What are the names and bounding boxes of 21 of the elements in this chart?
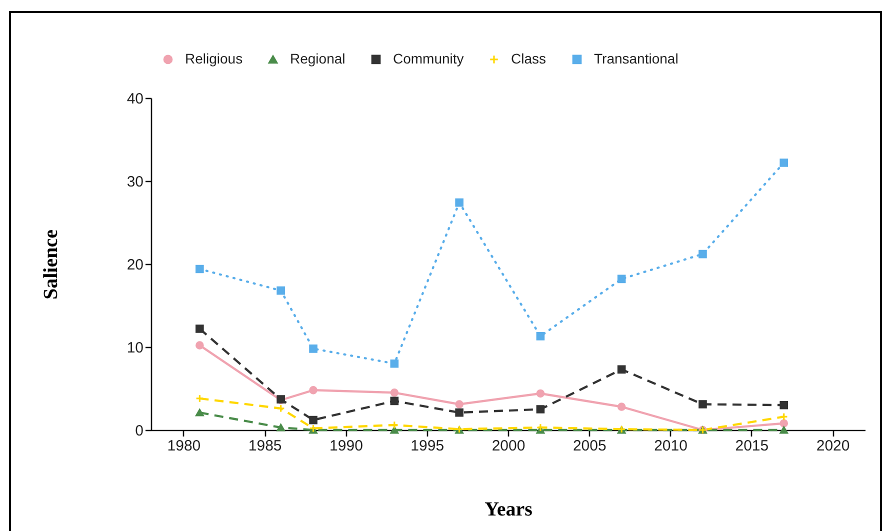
x-tick-label: 1980 [167, 438, 201, 454]
y-axis-title: Salience [40, 229, 62, 300]
y-tick-label: 40 [126, 90, 144, 108]
x-tick-label: 1995 [410, 438, 444, 454]
x-tick-label: 2015 [735, 438, 769, 454]
legend-label: Religious [185, 50, 243, 66]
legend-label: Class [511, 50, 546, 66]
x-tick-label: 2020 [816, 438, 850, 454]
x-axis-title: Years [484, 498, 533, 520]
x-tick-label: 1990 [330, 438, 363, 454]
x-tick-label: 2010 [654, 438, 688, 454]
legend-label: Regional [290, 50, 346, 66]
legend-label: Community [393, 50, 464, 66]
y-tick-label: 10 [126, 340, 144, 356]
x-tick-label: 2000 [492, 438, 526, 454]
y-tick-label: 0 [135, 422, 144, 440]
y-tick-label: 30 [126, 174, 144, 190]
x-tick-label: 1985 [248, 438, 282, 454]
legend-label: Transantional [594, 50, 678, 66]
y-tick-label: 20 [126, 256, 144, 274]
x-tick-label: 2005 [572, 438, 606, 454]
